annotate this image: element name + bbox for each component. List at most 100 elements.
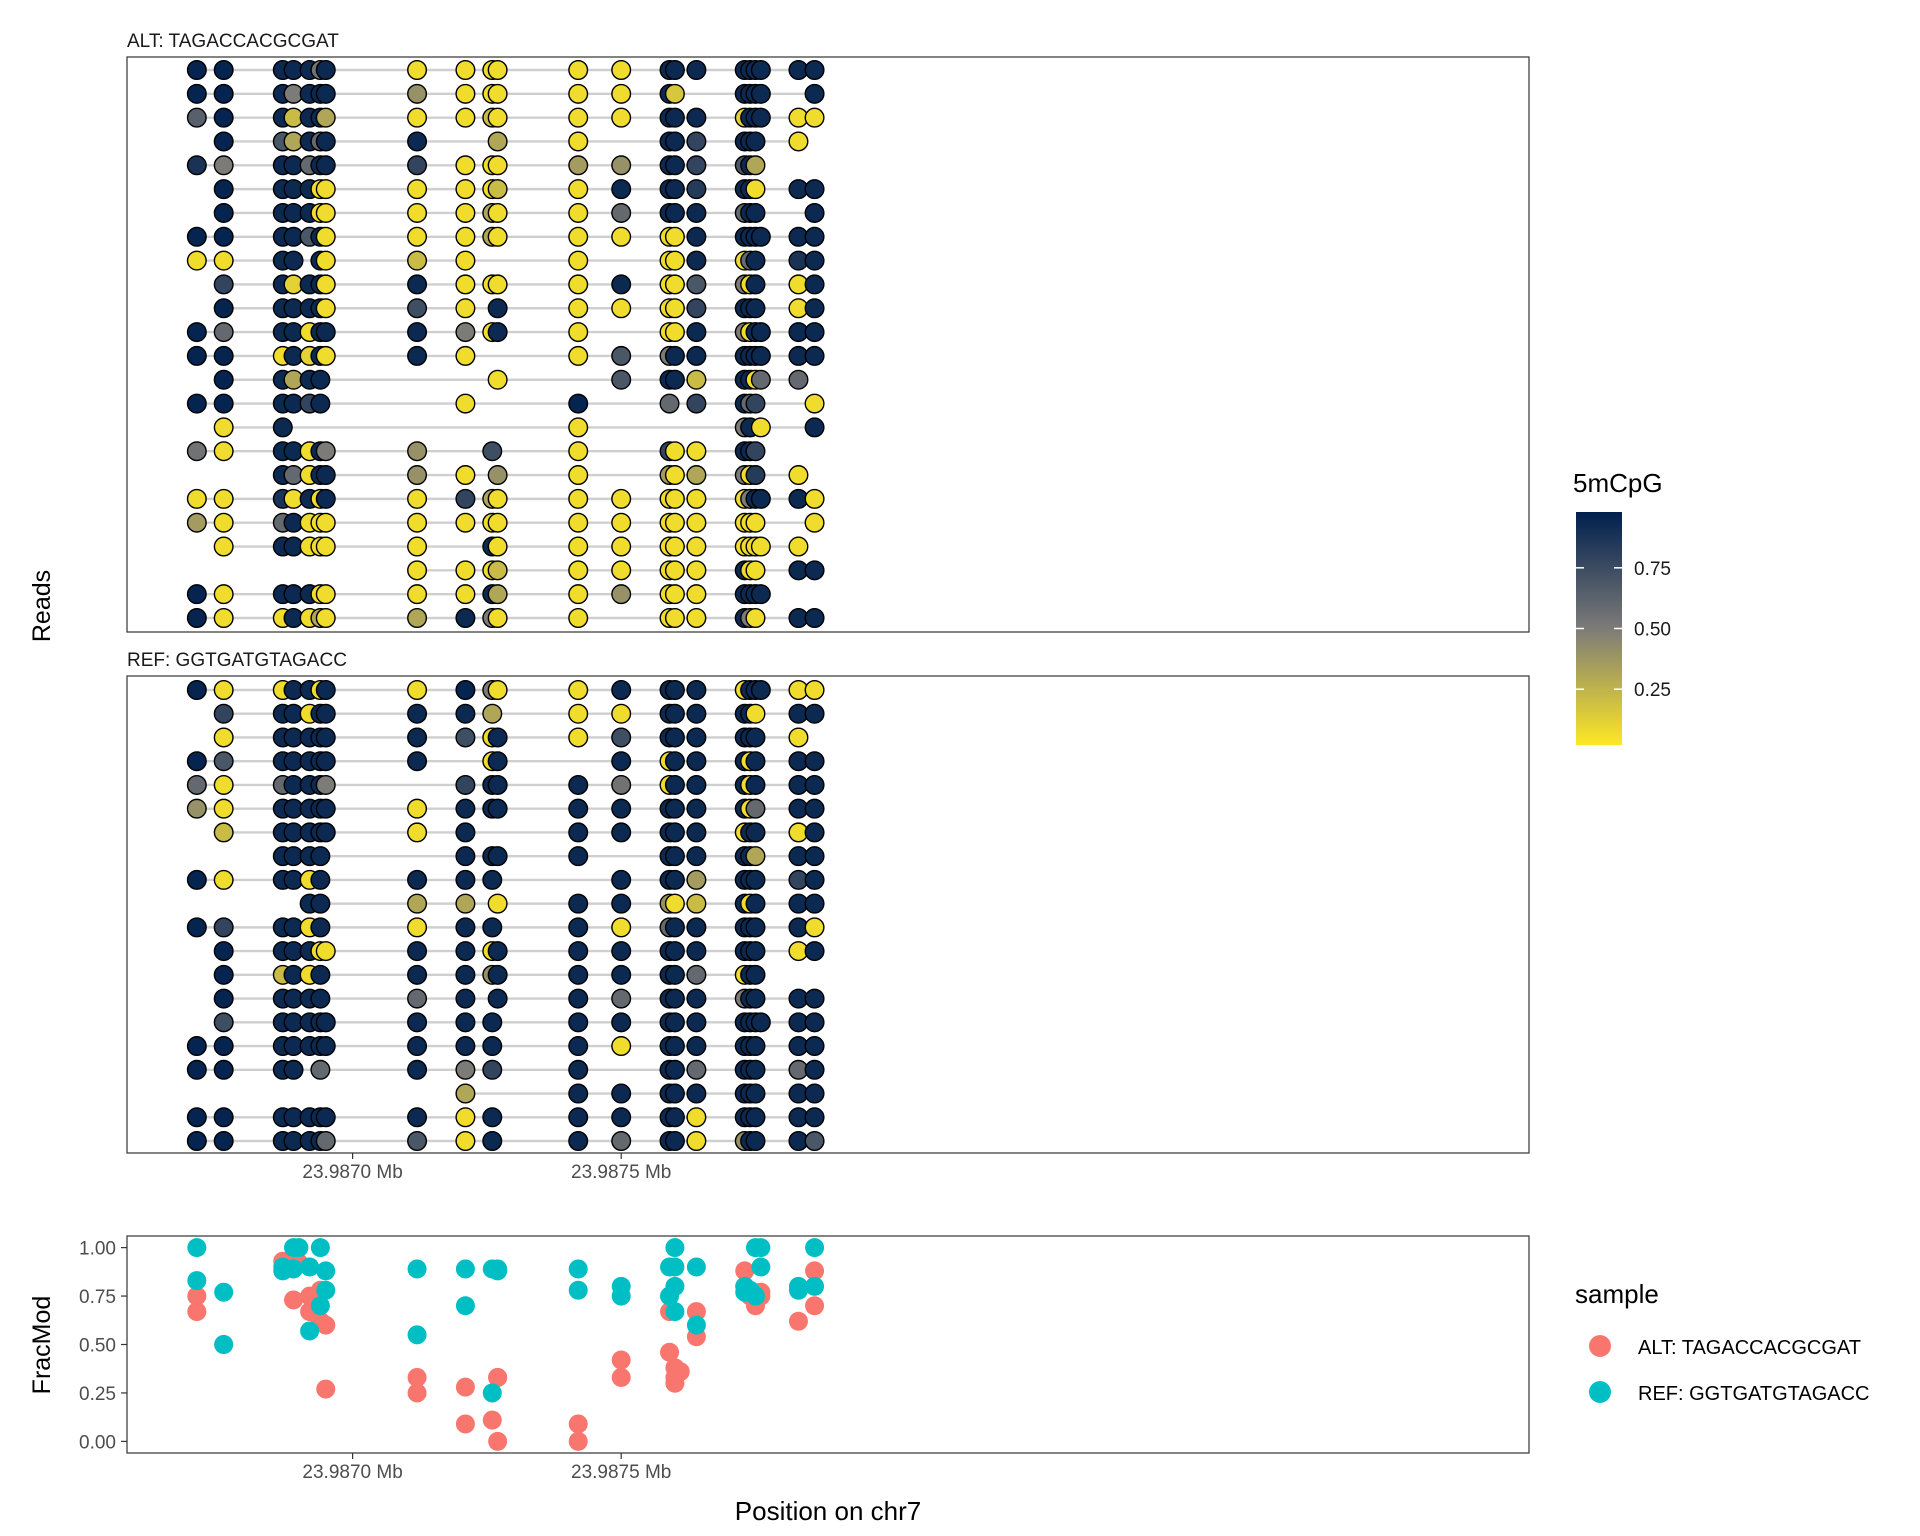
alt-cpg-dot bbox=[750, 536, 771, 557]
alt-cpg-dot bbox=[686, 369, 707, 390]
fracmod-ref-point bbox=[482, 1383, 502, 1403]
alt-cpg-dot bbox=[186, 60, 207, 81]
ref-read-tracks bbox=[186, 680, 825, 1151]
ref-cpg-dot bbox=[745, 1130, 766, 1151]
sample-legend-alt-key bbox=[1589, 1335, 1611, 1357]
alt-cpg-dot bbox=[686, 536, 707, 557]
fracmod-x-tick-label: 23.9875 Mb bbox=[571, 1462, 671, 1483]
ref-cpg-dot bbox=[568, 1107, 589, 1128]
alt-cpg-dot bbox=[750, 322, 771, 343]
ref-cpg-dot bbox=[407, 751, 428, 772]
alt-cpg-dot bbox=[611, 345, 632, 366]
sample-legend-ref-key bbox=[1589, 1381, 1611, 1403]
ref-cpg-dot bbox=[315, 680, 336, 701]
alt-cpg-dot bbox=[750, 83, 771, 104]
ref-x-axis: 23.9870 Mb 23.9875 Mb bbox=[302, 1153, 671, 1183]
alt-cpg-dot bbox=[455, 107, 476, 128]
alt-cpg-dot bbox=[664, 536, 685, 557]
ref-cpg-dot bbox=[686, 822, 707, 843]
alt-cpg-dot bbox=[315, 512, 336, 533]
alt-cpg-dot bbox=[315, 345, 336, 366]
ref-cpg-dot bbox=[611, 680, 632, 701]
alt-cpg-dot bbox=[745, 131, 766, 152]
alt-cpg-dot bbox=[788, 465, 809, 486]
alt-cpg-dot bbox=[315, 155, 336, 176]
alt-cpg-dot bbox=[487, 155, 508, 176]
alt-cpg-dot bbox=[568, 536, 589, 557]
alt-cpg-dot bbox=[750, 417, 771, 438]
ref-cpg-dot bbox=[568, 1036, 589, 1057]
ref-cpg-dot bbox=[611, 1130, 632, 1151]
alt-cpg-dot bbox=[804, 226, 825, 247]
ref-cpg-dot bbox=[186, 1059, 207, 1080]
ref-cpg-dot bbox=[315, 1107, 336, 1128]
alt-cpg-dot bbox=[315, 226, 336, 247]
ref-cpg-dot bbox=[664, 822, 685, 843]
alt-cpg-dot bbox=[213, 345, 234, 366]
ref-cpg-dot bbox=[686, 1083, 707, 1104]
alt-cpg-dot bbox=[611, 274, 632, 295]
alt-cpg-dot bbox=[804, 608, 825, 629]
alt-cpg-dot bbox=[568, 322, 589, 343]
alt-cpg-dot bbox=[487, 536, 508, 557]
alt-cpg-dot bbox=[745, 298, 766, 319]
alt-cpg-dot bbox=[686, 131, 707, 152]
ref-cpg-dot bbox=[186, 1130, 207, 1151]
ref-cpg-dot bbox=[315, 941, 336, 962]
ref-cpg-dot bbox=[804, 941, 825, 962]
alt-cpg-dot bbox=[213, 107, 234, 128]
ref-cpg-dot bbox=[568, 941, 589, 962]
alt-cpg-dot bbox=[686, 298, 707, 319]
ref-cpg-dot bbox=[455, 1012, 476, 1033]
alt-cpg-dot bbox=[407, 560, 428, 581]
alt-cpg-dot bbox=[611, 155, 632, 176]
alt-cpg-dot bbox=[487, 369, 508, 390]
alt-cpg-dot bbox=[213, 131, 234, 152]
ref-cpg-dot bbox=[407, 917, 428, 938]
ref-cpg-dot bbox=[745, 893, 766, 914]
ref-cpg-dot bbox=[455, 988, 476, 1009]
ref-cpg-dot bbox=[745, 751, 766, 772]
ref-cpg-dot bbox=[407, 1012, 428, 1033]
ref-cpg-dot bbox=[804, 1059, 825, 1080]
alt-cpg-dot bbox=[664, 441, 685, 462]
alt-cpg-dot bbox=[487, 298, 508, 319]
fracmod-ref-point bbox=[665, 1238, 685, 1258]
ref-cpg-dot bbox=[611, 964, 632, 985]
ref-cpg-dot bbox=[315, 1012, 336, 1033]
alt-cpg-dot bbox=[315, 83, 336, 104]
alt-cpg-dot bbox=[455, 393, 476, 414]
alt-cpg-dot bbox=[186, 441, 207, 462]
ref-cpg-dot bbox=[455, 822, 476, 843]
fracmod-alt-point bbox=[488, 1431, 508, 1451]
alt-cpg-dot bbox=[487, 274, 508, 295]
alt-cpg-dot bbox=[315, 536, 336, 557]
alt-cpg-dot bbox=[745, 250, 766, 271]
alt-cpg-dot bbox=[664, 465, 685, 486]
fracmod-x-tick-label: 23.9870 Mb bbox=[302, 1462, 402, 1483]
fracmod-y-tick-label: 0.00 bbox=[79, 1432, 116, 1453]
ref-cpg-dot bbox=[664, 893, 685, 914]
ref-cpg-dot bbox=[487, 964, 508, 985]
ref-panel-frame bbox=[126, 675, 1530, 1154]
ref-cpg-dot bbox=[804, 917, 825, 938]
ref-cpg-dot bbox=[213, 941, 234, 962]
ref-cpg-dot bbox=[455, 1107, 476, 1128]
ref-cpg-dot bbox=[611, 893, 632, 914]
alt-cpg-dot bbox=[664, 107, 685, 128]
ref-cpg-dot bbox=[568, 988, 589, 1009]
fracmod-alt-point bbox=[316, 1379, 336, 1399]
alt-cpg-dot bbox=[686, 512, 707, 533]
ref-cpg-dot bbox=[686, 988, 707, 1009]
alt-cpg-dot bbox=[750, 369, 771, 390]
alt-cpg-dot bbox=[213, 155, 234, 176]
ref-cpg-dot bbox=[568, 964, 589, 985]
alt-cpg-dot bbox=[664, 345, 685, 366]
ref-cpg-dot bbox=[664, 988, 685, 1009]
alt-cpg-dot bbox=[664, 83, 685, 104]
ref-cpg-dot bbox=[568, 1059, 589, 1080]
ref-cpg-dot bbox=[315, 798, 336, 819]
alt-cpg-dot bbox=[611, 369, 632, 390]
ref-cpg-dot bbox=[568, 846, 589, 867]
ref-cpg-dot bbox=[310, 893, 331, 914]
